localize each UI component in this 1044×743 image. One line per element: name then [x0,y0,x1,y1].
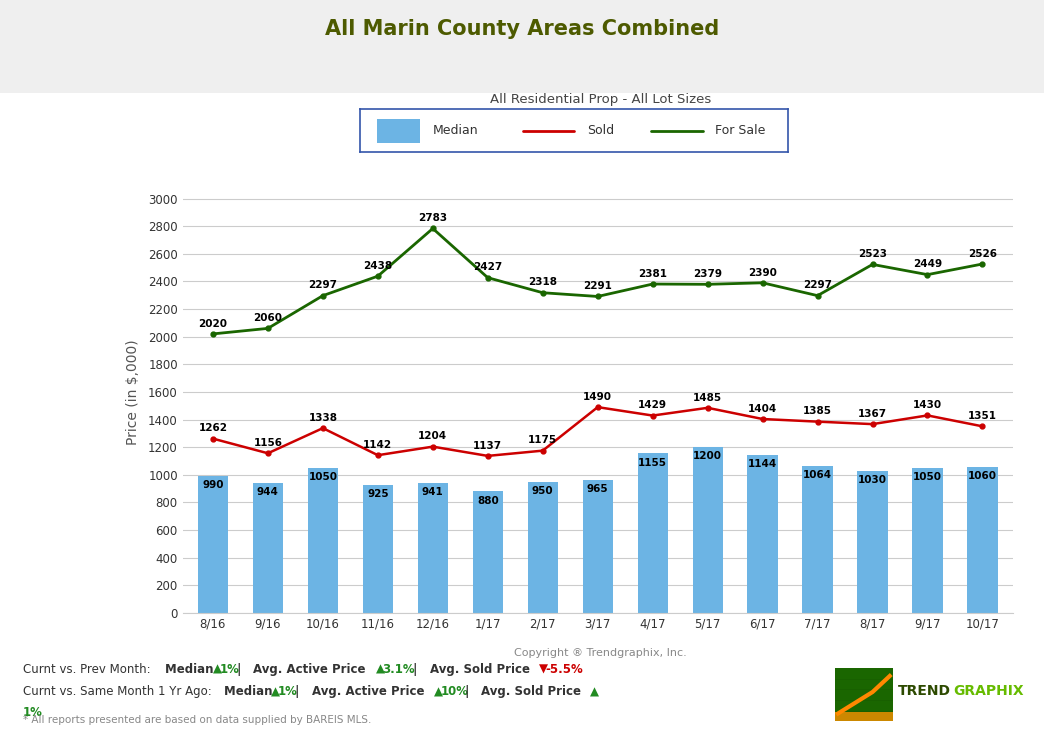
Text: 1%: 1% [219,663,239,675]
Text: Avg. Sold Price: Avg. Sold Price [481,685,586,698]
Bar [857,470,887,613]
Text: 880: 880 [477,496,499,505]
Text: 1351: 1351 [968,411,997,421]
Text: ▲: ▲ [376,663,385,675]
Text: 10%: 10% [441,685,469,698]
Text: Median: Median [433,124,478,137]
Text: 1%: 1% [278,685,298,698]
Text: 950: 950 [531,486,553,496]
Text: 2523: 2523 [858,249,887,259]
Text: ▼: ▼ [539,663,547,675]
Text: ▲: ▲ [434,685,443,698]
Text: Curnt vs. Same Month 1 Yr Ago:: Curnt vs. Same Month 1 Yr Ago: [23,685,215,698]
Text: 2020: 2020 [198,319,228,328]
Text: ▲: ▲ [213,663,222,675]
Text: 1430: 1430 [912,400,942,410]
Bar [583,480,613,613]
Text: 1050: 1050 [914,472,942,482]
Text: 1144: 1144 [748,459,777,469]
Text: |: | [291,685,304,698]
Bar [362,485,393,613]
Text: 2060: 2060 [254,313,282,323]
Text: 965: 965 [587,484,609,494]
Text: 2297: 2297 [308,280,337,291]
Text: |: | [460,685,473,698]
Text: All Residential Prop - All Lot Sizes: All Residential Prop - All Lot Sizes [490,93,711,106]
Text: For Sale: For Sale [715,124,766,137]
Text: Avg. Active Price: Avg. Active Price [254,663,370,675]
Text: ▲: ▲ [590,685,599,698]
Text: 1142: 1142 [363,440,393,450]
Text: 1404: 1404 [748,403,777,414]
Text: 1367: 1367 [858,409,887,419]
Text: 2381: 2381 [638,269,667,279]
Text: 2783: 2783 [419,213,448,223]
Bar [835,712,893,721]
Text: Curnt vs. Prev Month:: Curnt vs. Prev Month: [23,663,155,675]
Text: 1%: 1% [23,706,43,718]
Text: 2379: 2379 [693,269,722,279]
Text: Median: Median [223,685,277,698]
Text: 2297: 2297 [803,280,832,291]
Text: -5.5%: -5.5% [545,663,583,675]
Text: 2318: 2318 [528,277,557,288]
Bar [527,481,557,613]
Text: 941: 941 [422,487,444,497]
Text: 1175: 1175 [528,435,557,445]
Text: 1200: 1200 [693,451,722,461]
Text: ▲: ▲ [271,685,280,698]
Text: 925: 925 [367,490,388,499]
Text: Avg. Active Price: Avg. Active Price [312,685,428,698]
Text: 2526: 2526 [968,249,997,259]
Bar [803,466,833,613]
Bar [692,447,722,613]
Text: 2291: 2291 [584,281,612,291]
Text: |: | [409,663,422,675]
Text: 1156: 1156 [254,438,282,448]
Text: 1338: 1338 [308,413,337,423]
Bar [197,476,228,613]
Text: * All reports presented are based on data supplied by BAREIS MLS.: * All reports presented are based on dat… [23,715,372,724]
Text: GRAPHIX: GRAPHIX [953,684,1024,698]
Bar [912,468,943,613]
Text: TREND: TREND [898,684,951,698]
Text: 2390: 2390 [749,267,777,278]
Text: 1429: 1429 [638,400,667,410]
Text: 1262: 1262 [198,424,228,433]
Text: Sold: Sold [587,124,614,137]
Text: 1064: 1064 [803,470,832,480]
Bar [748,455,778,613]
Text: 2438: 2438 [363,261,393,271]
Bar [473,491,503,613]
Text: All Marin County Areas Combined: All Marin County Areas Combined [325,19,719,39]
Text: 1204: 1204 [419,432,448,441]
Text: Avg. Sold Price: Avg. Sold Price [430,663,533,675]
Text: 990: 990 [203,480,223,490]
Y-axis label: Price (in $,000): Price (in $,000) [125,339,140,445]
Text: 1050: 1050 [308,472,337,482]
Text: 2427: 2427 [473,262,502,273]
Bar [638,453,668,613]
Text: 944: 944 [257,487,279,497]
Bar [968,467,998,613]
Text: 1060: 1060 [968,470,997,481]
Bar [377,119,420,143]
Text: 1137: 1137 [473,441,502,451]
Text: Copyright ® Trendgraphix, Inc.: Copyright ® Trendgraphix, Inc. [514,648,687,658]
Text: 1155: 1155 [638,458,667,467]
Text: 1385: 1385 [803,406,832,416]
Text: Median: Median [165,663,218,675]
Bar [253,482,283,613]
Text: 1490: 1490 [584,392,612,402]
Bar [418,483,448,613]
Text: 1485: 1485 [693,392,722,403]
Text: 2449: 2449 [912,259,942,270]
Bar [308,468,338,613]
Text: 3.1%: 3.1% [382,663,414,675]
Text: |: | [233,663,245,675]
Text: 1030: 1030 [858,475,887,485]
